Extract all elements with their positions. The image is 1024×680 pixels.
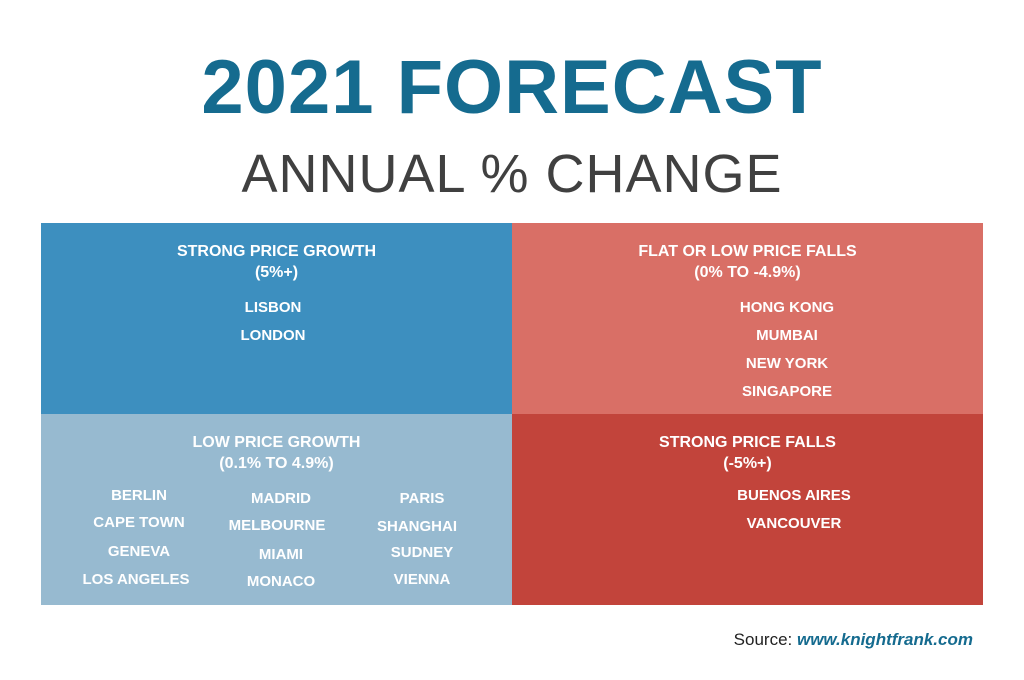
city-label: LONDON	[240, 327, 306, 344]
quadrant-title: STRONG PRICE GROWTH	[176, 243, 377, 260]
quadrant-strong-price-falls: STRONG PRICE FALLS (-5%+) BUENOS AIRES V…	[512, 414, 983, 605]
source-link[interactable]: www.knightfrank.com	[796, 630, 973, 649]
quadrant-heading: STRONG PRICE FALLS (-5%+)	[512, 432, 983, 474]
city-label: BERLIN	[111, 487, 167, 504]
forecast-grid: STRONG PRICE GROWTH (5%+) LISBON LONDON …	[41, 223, 983, 605]
city-label: MIAMI	[258, 546, 304, 563]
quadrant-title: FLAT OR LOW PRICE FALLS	[638, 243, 857, 260]
city-label: SHANGHAI	[376, 518, 458, 535]
city-label: MADRID	[251, 490, 311, 507]
source-label: Source:	[733, 630, 793, 649]
city-label: GENEVA	[107, 543, 171, 560]
quadrant-flat-or-low-price-falls: FLAT OR LOW PRICE FALLS (0% TO -4.9%) HO…	[512, 223, 983, 414]
city-label: MUMBAI	[756, 327, 818, 344]
page-title: 2021 FORECAST	[201, 45, 823, 130]
city-label: SUDNEY	[390, 544, 454, 561]
city-label: MONACO	[246, 573, 316, 590]
city-label: NEW YORK	[745, 355, 829, 372]
city-label: VANCOUVER	[746, 515, 842, 532]
source-credit: Source: www.knightfrank.com	[734, 630, 973, 650]
quadrant-heading: STRONG PRICE GROWTH (5%+)	[41, 241, 512, 283]
city-label: PARIS	[399, 490, 445, 507]
quadrant-low-price-growth: LOW PRICE GROWTH (0.1% TO 4.9%) BERLIN C…	[41, 414, 512, 605]
city-label: VIENNA	[393, 571, 451, 588]
quadrant-range: (5%+)	[254, 264, 299, 281]
city-label: LOS ANGELES	[82, 571, 190, 588]
quadrant-strong-price-growth: STRONG PRICE GROWTH (5%+) LISBON LONDON	[41, 223, 512, 414]
quadrant-range: (0% TO -4.9%)	[694, 264, 801, 281]
quadrant-title: STRONG PRICE FALLS	[659, 434, 836, 451]
city-label: MELBOURNE	[228, 517, 326, 534]
quadrant-title: LOW PRICE GROWTH	[192, 434, 361, 451]
city-label: LISBON	[244, 299, 302, 316]
city-label: SINGAPORE	[741, 383, 833, 400]
quadrant-heading: FLAT OR LOW PRICE FALLS (0% TO -4.9%)	[512, 241, 983, 283]
page-subtitle: ANNUAL % CHANGE	[241, 144, 783, 204]
city-label: HONG KONG	[739, 299, 835, 316]
city-label: CAPE TOWN	[93, 514, 185, 531]
quadrant-heading: LOW PRICE GROWTH (0.1% TO 4.9%)	[41, 432, 512, 474]
quadrant-range: (-5%+)	[723, 455, 772, 472]
city-label: BUENOS AIRES	[737, 487, 851, 504]
quadrant-range: (0.1% TO 4.9%)	[219, 455, 334, 472]
